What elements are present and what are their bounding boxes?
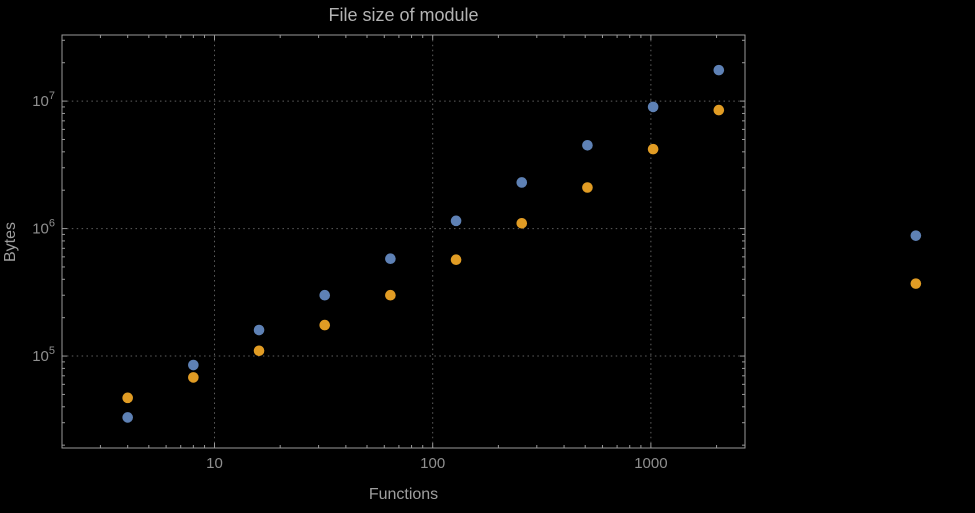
y-tick-label: 107 — [32, 90, 55, 110]
chart-title: File size of module — [328, 5, 479, 25]
y-tick-label: 105 — [32, 345, 55, 365]
x-axis-label: Functions — [368, 486, 439, 503]
y-axis-label: Bytes — [2, 221, 19, 262]
series-2-orange-point — [582, 182, 593, 193]
series-1-blue-point — [516, 177, 528, 188]
series-2-orange-point — [253, 345, 265, 357]
series-2-orange-point — [385, 289, 396, 301]
series-1-blue-point — [253, 324, 265, 336]
series-1-blue-point — [450, 215, 462, 227]
series-2-orange-point — [188, 372, 199, 383]
series-2-orange-point — [516, 218, 528, 229]
series-1-blue-point — [319, 289, 331, 301]
series-1-blue-point — [647, 101, 659, 113]
series-1-blue-point — [188, 359, 199, 371]
series-1-blue-point — [122, 412, 133, 423]
series-2-orange-point — [713, 104, 725, 116]
series-2-orange-point — [910, 278, 922, 289]
series-2-orange-point — [450, 254, 462, 265]
series-2-orange-point — [319, 319, 331, 331]
series-1-blue-point — [385, 253, 396, 265]
x-tick-label: 10 — [206, 455, 223, 472]
series-1-blue-point — [582, 140, 593, 151]
series-2-orange-point — [647, 143, 659, 155]
series-1-blue-point — [713, 64, 725, 76]
y-tick-label: 106 — [32, 218, 55, 238]
x-tick-label: 100 — [420, 455, 445, 472]
series-1-blue-point — [910, 230, 922, 241]
x-tick-label: 1000 — [634, 455, 667, 472]
plot-frame — [61, 34, 746, 449]
series-2-orange-point — [122, 392, 133, 404]
